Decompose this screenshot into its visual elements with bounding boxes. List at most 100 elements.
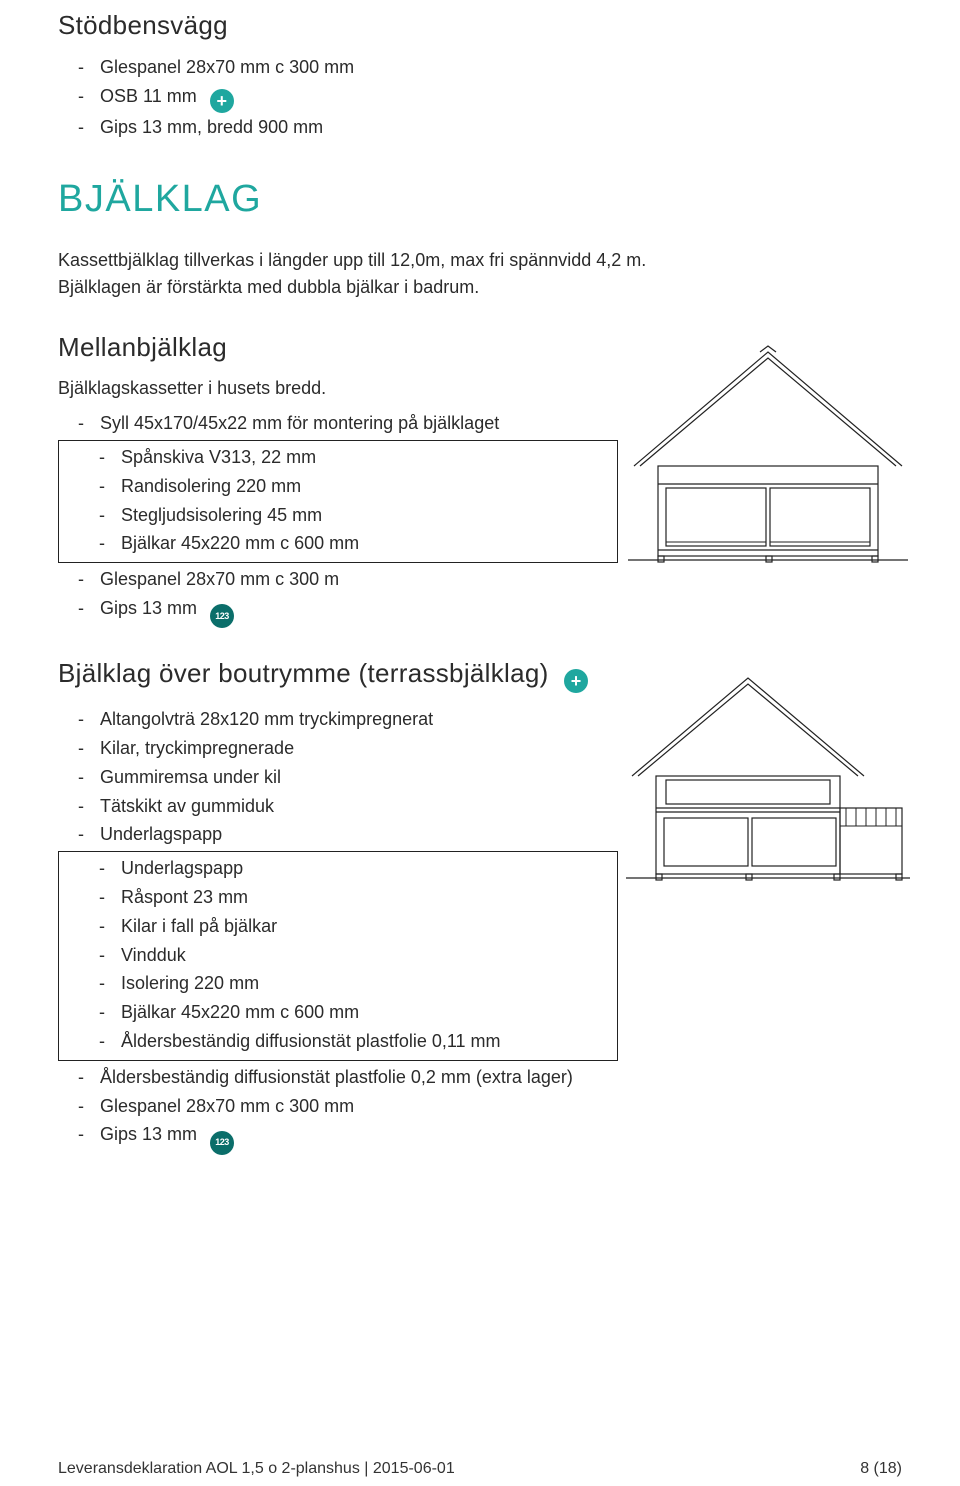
panel	[666, 488, 766, 546]
item-text: Kilar, tryckimpregnerade	[100, 734, 618, 763]
footing	[834, 874, 840, 880]
list-item: -Spånskiva V313, 22 mm	[59, 443, 617, 472]
section-mellanbjalklag-lead: Bjälklagskassetter i husets bredd.	[58, 375, 618, 403]
item-text-inner: OSB 11 mm	[100, 86, 197, 106]
list-item: -Åldersbeständig diffusionstät plastfoli…	[59, 1027, 617, 1056]
list-item: -Vindduk	[59, 941, 617, 970]
footing	[746, 874, 752, 880]
numbered-badge-icon: 123	[210, 604, 234, 628]
item-text: Vindduk	[121, 941, 617, 970]
boxed-group: -Spånskiva V313, 22 mm -Randisolering 22…	[58, 440, 618, 563]
list-item: - Gips 13 mm, bredd 900 mm	[58, 113, 902, 142]
list-item: -Glespanel 28x70 mm c 300 mm	[58, 1092, 618, 1121]
bullet-dash: -	[58, 53, 100, 82]
list-item: -Bjälkar 45x220 mm c 600 mm	[59, 998, 617, 1027]
list-item: -Tätskikt av gummiduk	[58, 792, 618, 821]
item-text: Randisolering 220 mm	[121, 472, 617, 501]
footer-right: 8 (18)	[860, 1460, 902, 1478]
house-section-diagram-1	[618, 342, 918, 572]
footing	[766, 556, 772, 562]
bullet-dash: -	[59, 472, 121, 501]
bullet-dash: -	[58, 734, 100, 763]
item-text: Stegljudsisolering 45 mm	[121, 501, 617, 530]
footing	[658, 556, 664, 562]
bullet-dash: -	[59, 883, 121, 912]
list-item: - Syll 45x170/45x22 mm för montering på …	[58, 409, 618, 438]
section-terrassbjalklag-title: Bjälklag över boutrymme (terrassbjälklag…	[58, 658, 618, 693]
item-text: OSB 11 mm	[100, 82, 902, 113]
list-item: -Randisolering 220 mm	[59, 472, 617, 501]
bullet-dash: -	[59, 912, 121, 941]
bullet-dash: -	[59, 443, 121, 472]
list-item: -Råspont 23 mm	[59, 883, 617, 912]
page-footer: Leveransdeklaration AOL 1,5 o 2-planshus…	[58, 1460, 902, 1478]
bullet-dash: -	[59, 854, 121, 883]
footing	[656, 874, 662, 880]
list-item: - Glespanel 28x70 mm c 300 mm	[58, 53, 902, 82]
list-item: - Gips 13 mm 123	[58, 594, 618, 628]
roof-inner	[638, 684, 858, 776]
item-text: Gummiremsa under kil	[100, 763, 618, 792]
item-text: Gips 13 mm 123	[100, 594, 618, 628]
item-text: Isolering 220 mm	[121, 969, 617, 998]
bullet-dash: -	[58, 705, 100, 734]
section-stodbensvagg-list: - Glespanel 28x70 mm c 300 mm - OSB 11 m…	[58, 53, 902, 142]
terrace-rect	[840, 808, 902, 874]
list-item: -Gummiremsa under kil	[58, 763, 618, 792]
bullet-dash: -	[58, 792, 100, 821]
bullet-dash: -	[59, 1027, 121, 1056]
list-item: - OSB 11 mm	[58, 82, 902, 113]
list-item: -Bjälkar 45x220 mm c 600 mm	[59, 529, 617, 558]
item-text: Gips 13 mm 123	[100, 1120, 618, 1154]
bullet-dash: -	[59, 998, 121, 1027]
roof-outline	[634, 352, 902, 466]
list-item: -Kilar i fall på bjälkar	[59, 912, 617, 941]
panel	[752, 818, 836, 866]
section-title-text: Bjälklag över boutrymme (terrassbjälklag…	[58, 658, 549, 688]
bullet-dash: -	[58, 763, 100, 792]
house-section-diagram-2	[618, 668, 918, 888]
footing	[896, 874, 902, 880]
item-text: Altangolvträ 28x120 mm tryckimpregnerat	[100, 705, 618, 734]
item-text: Åldersbeständig diffusionstät plastfolie…	[100, 1063, 618, 1092]
item-text: Bjälkar 45x220 mm c 600 mm	[121, 998, 617, 1027]
section-terrassbjalklag-list: -Altangolvträ 28x120 mm tryckimpregnerat…	[58, 705, 618, 1154]
item-text-inner: Gips 13 mm	[100, 1124, 197, 1144]
bullet-dash: -	[58, 113, 100, 142]
section-mellanbjalklag-title: Mellanbjälklag	[58, 332, 618, 363]
bullet-dash: -	[59, 501, 121, 530]
bullet-dash: -	[58, 409, 100, 438]
section-mellanbjalklag-list: - Syll 45x170/45x22 mm för montering på …	[58, 409, 618, 628]
item-text: Syll 45x170/45x22 mm för montering på bj…	[100, 409, 618, 438]
plus-icon	[564, 669, 588, 693]
item-text: Glespanel 28x70 mm c 300 m	[100, 565, 618, 594]
list-item: -Stegljudsisolering 45 mm	[59, 501, 617, 530]
item-text: Spånskiva V313, 22 mm	[121, 443, 617, 472]
footing	[872, 556, 878, 562]
plus-icon	[210, 89, 234, 113]
section-bjalklag-heading: BJÄLKLAG	[58, 178, 902, 221]
upper-panel	[666, 780, 830, 804]
roof-outline	[632, 678, 864, 776]
roof-inner	[640, 358, 896, 466]
item-text-inner: Gips 13 mm	[100, 598, 197, 618]
bullet-dash: -	[58, 82, 100, 111]
item-text: Tätskikt av gummiduk	[100, 792, 618, 821]
roof-finial	[760, 346, 776, 352]
list-item: -Åldersbeständig diffusionstät plastfoli…	[58, 1063, 618, 1092]
list-item: -Underlagspapp	[58, 820, 618, 849]
bullet-dash: -	[58, 565, 100, 594]
item-text: Underlagspapp	[100, 820, 618, 849]
boxed-group: -Underlagspapp -Råspont 23 mm -Kilar i f…	[58, 851, 618, 1061]
section-stodbensvagg-title: Stödbensvägg	[58, 10, 902, 41]
list-item: -Altangolvträ 28x120 mm tryckimpregnerat	[58, 705, 618, 734]
item-text: Glespanel 28x70 mm c 300 mm	[100, 1092, 618, 1121]
bullet-dash: -	[58, 1063, 100, 1092]
panel	[770, 488, 870, 546]
list-item: -Kilar, tryckimpregnerade	[58, 734, 618, 763]
panel	[664, 818, 748, 866]
bullet-dash: -	[58, 1120, 100, 1149]
numbered-badge-icon: 123	[210, 1131, 234, 1155]
footer-left: Leveransdeklaration AOL 1,5 o 2-planshus…	[58, 1460, 455, 1478]
item-text: Råspont 23 mm	[121, 883, 617, 912]
